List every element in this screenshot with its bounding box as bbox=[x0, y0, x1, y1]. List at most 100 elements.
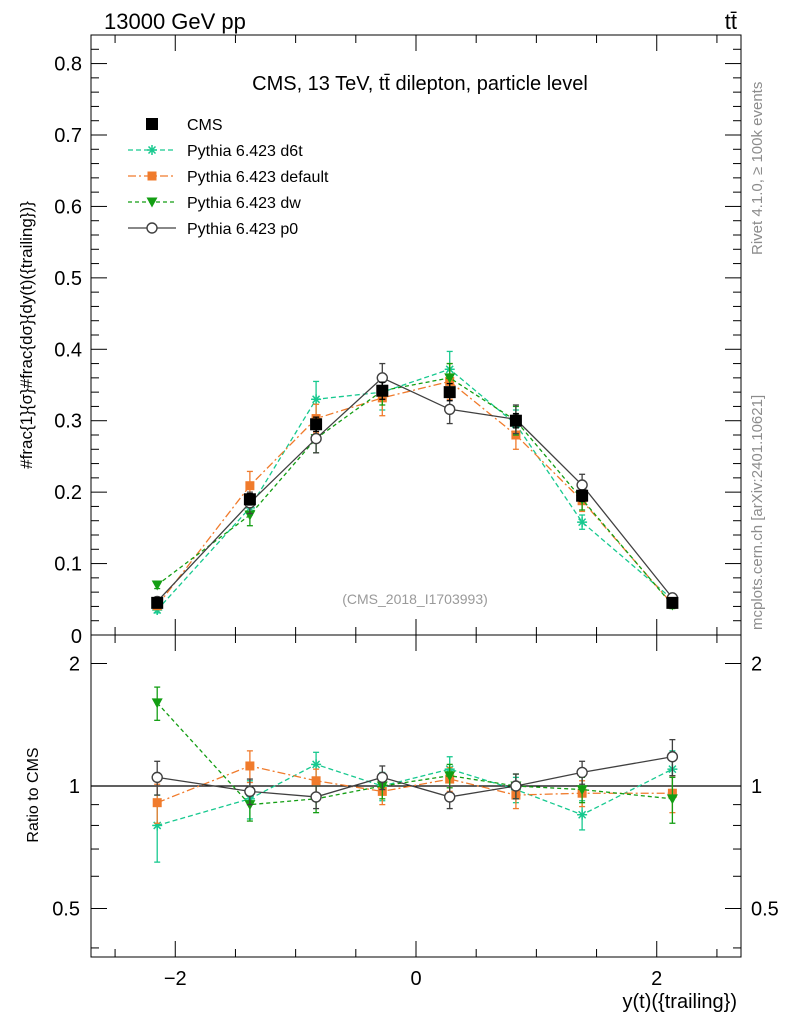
main-data-point bbox=[443, 386, 456, 399]
legend-entry: Pythia 6.423 p0 bbox=[128, 221, 298, 238]
main-series-3 bbox=[151, 362, 678, 611]
legend-label: Pythia 6.423 p0 bbox=[187, 221, 298, 238]
legend: CMS Pythia 6.423 d6t Pythia 6.423 default P… bbox=[128, 117, 329, 238]
main-y-tick-label: 0 bbox=[71, 626, 82, 648]
main-y-tick-label: 0.7 bbox=[54, 125, 82, 147]
legend-label: Pythia 6.423 default bbox=[187, 169, 329, 186]
main-data-point bbox=[151, 580, 163, 591]
main-data-point bbox=[376, 372, 388, 384]
legend-marker bbox=[146, 222, 158, 234]
main-y-tick-label: 0.2 bbox=[54, 482, 82, 504]
main-data-point bbox=[576, 489, 589, 502]
ratio-series bbox=[151, 686, 679, 863]
x-axis-label: y(t)({trailing}) bbox=[623, 991, 737, 1013]
ratio-data-point bbox=[444, 771, 456, 782]
main-series-0 bbox=[151, 381, 679, 609]
ratio-series-line bbox=[157, 756, 673, 798]
ratio-data-point bbox=[576, 766, 588, 779]
ratio-data-point bbox=[576, 785, 588, 796]
main-series-line bbox=[156, 377, 673, 606]
ratio-y-tick-label-right: 0.5 bbox=[751, 898, 779, 920]
ratio-data-point bbox=[151, 771, 163, 784]
main-data-point bbox=[666, 596, 679, 609]
main-data-point bbox=[243, 493, 256, 506]
ratio-series-2 bbox=[151, 686, 678, 824]
main-y-axis-label: #frac{1}{σ}#frac{dσ}{dy(t)({trailing})} bbox=[17, 201, 36, 469]
legend-entry: Pythia 6.423 default bbox=[128, 169, 329, 186]
ratio-series-line bbox=[156, 765, 673, 804]
legend-marker bbox=[146, 197, 158, 208]
main-y-tick-label: 0.3 bbox=[54, 411, 82, 433]
star-stroke bbox=[147, 145, 157, 155]
ratio-y-tick-label: 2 bbox=[69, 654, 80, 676]
main-y-tick-label: 0.1 bbox=[54, 554, 82, 576]
ratio-data-point bbox=[666, 751, 679, 763]
main-data-point bbox=[151, 596, 164, 609]
ratio-series-line bbox=[156, 702, 673, 806]
ratio-data-point bbox=[245, 761, 255, 771]
main-y-tick-label: 0.4 bbox=[54, 339, 82, 361]
energy-label: 13000 GeV pp bbox=[104, 9, 246, 34]
main-data-point bbox=[444, 403, 456, 415]
main-series-line bbox=[156, 368, 673, 611]
ratio-data-point bbox=[310, 791, 322, 803]
legend-label: CMS bbox=[187, 117, 223, 134]
legend-marker bbox=[147, 171, 157, 181]
ratio-y-axis-label: Ratio to CMS bbox=[25, 747, 42, 842]
main-series bbox=[151, 350, 679, 615]
ratio-data-point bbox=[666, 794, 678, 805]
main-y-tick-label: 0.5 bbox=[54, 268, 82, 290]
ratio-data-point bbox=[151, 698, 163, 709]
legend-marker bbox=[146, 118, 158, 130]
main-data-point bbox=[310, 432, 322, 445]
process-label: tt̄ bbox=[725, 9, 737, 34]
ratio-data-point bbox=[311, 776, 321, 786]
x-tick-label: 0 bbox=[410, 968, 421, 990]
analysis-watermark: (CMS_2018_I1703993) bbox=[342, 591, 488, 607]
ratio-y-tick-label: 0.5 bbox=[52, 898, 80, 920]
main-data-point bbox=[376, 384, 389, 397]
ratio-y-tick-label-right: 2 bbox=[751, 654, 762, 676]
ratio-data-point bbox=[152, 798, 162, 808]
ratio-series-line bbox=[157, 763, 673, 827]
legend-entry: Pythia 6.423 dw bbox=[128, 195, 301, 212]
star-stroke bbox=[312, 395, 321, 404]
mcplots-label: mcplots.cern.ch [arXiv:2401.10621] bbox=[749, 395, 766, 630]
star-stroke bbox=[578, 810, 587, 819]
ratio-data-point bbox=[311, 759, 322, 770]
ratio-data-point bbox=[444, 791, 456, 803]
ratio-series-0 bbox=[152, 750, 678, 863]
main-data-point bbox=[509, 414, 522, 427]
ratio-data-point bbox=[510, 780, 522, 792]
main-data-point bbox=[576, 479, 588, 491]
ratio-axes: 0.5 0.5 1 1 2 2 −2 0 2 bbox=[52, 635, 779, 990]
ratio-series-3 bbox=[151, 738, 679, 810]
x-tick-label: 2 bbox=[651, 968, 662, 990]
legend-label: Pythia 6.423 d6t bbox=[187, 143, 303, 160]
main-axes: 0.1 0.2 0.3 0.4 0.5 0.6 0.7 0.8 0 bbox=[54, 35, 741, 648]
legend-marker bbox=[147, 145, 157, 155]
ratio-data-point bbox=[376, 771, 388, 784]
main-series-line bbox=[156, 380, 673, 607]
main-series-1 bbox=[152, 350, 678, 615]
star-stroke bbox=[578, 518, 587, 527]
legend-entry: CMS bbox=[146, 117, 223, 134]
main-y-tick-label: 0.6 bbox=[54, 196, 82, 218]
chart-title: CMS, 13 TeV, tt̄ dilepton, particle leve… bbox=[252, 73, 588, 95]
star-stroke bbox=[312, 760, 321, 769]
legend-label: Pythia 6.423 dw bbox=[187, 195, 301, 212]
rivet-version-label: Rivet 4.1.0, ≥ 100k events bbox=[749, 82, 766, 255]
main-data-point bbox=[577, 517, 588, 528]
main-series-2 bbox=[152, 362, 677, 611]
main-series-line bbox=[156, 377, 673, 602]
x-tick-label: −2 bbox=[164, 968, 187, 990]
main-data-point bbox=[444, 373, 456, 384]
ratio-y-tick-label: 1 bbox=[69, 776, 80, 798]
main-data-point bbox=[310, 418, 323, 431]
legend-entry: Pythia 6.423 d6t bbox=[128, 143, 303, 160]
main-y-tick-label: 0.8 bbox=[54, 54, 82, 76]
main-series-4 bbox=[151, 362, 679, 608]
ratio-data-point bbox=[577, 809, 588, 820]
ratio-data-point bbox=[244, 785, 256, 798]
